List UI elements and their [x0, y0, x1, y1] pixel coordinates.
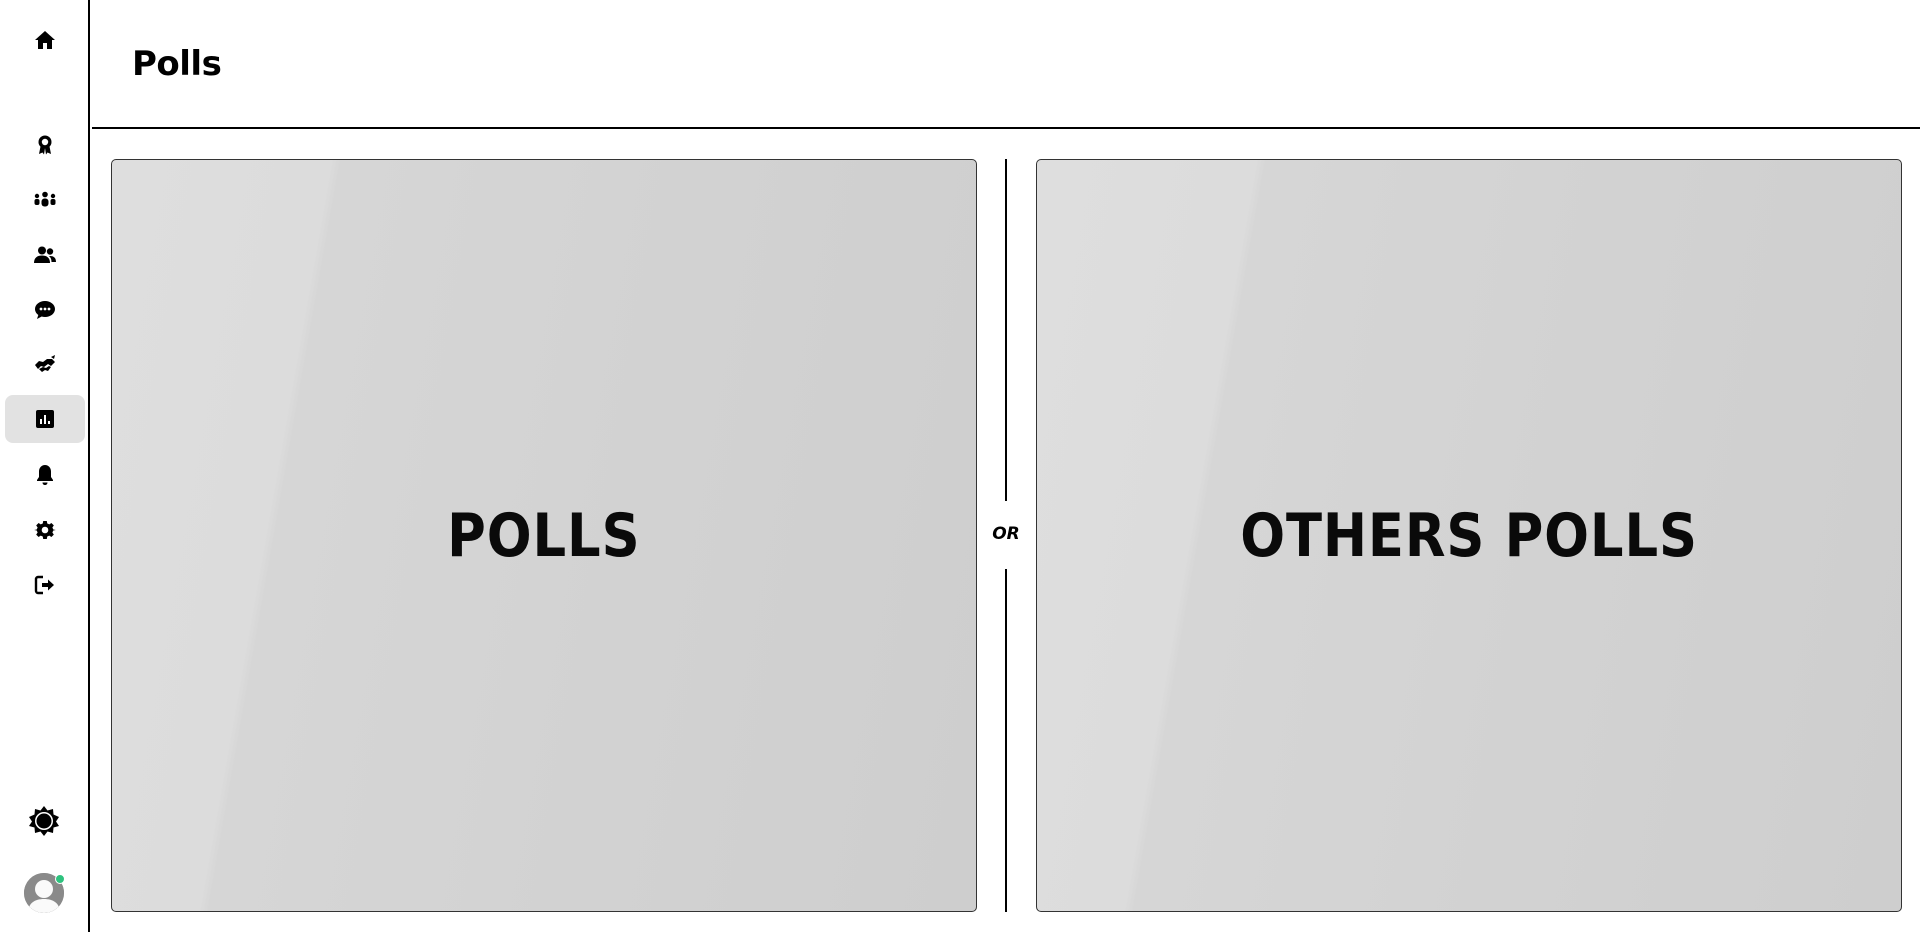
divider-line-top — [1005, 159, 1007, 501]
polls-card[interactable]: POLLS — [111, 159, 977, 912]
handshake-icon — [33, 353, 57, 377]
theme-toggle-button[interactable] — [27, 806, 61, 840]
page-header: Polls — [92, 0, 1920, 129]
or-divider-label: OR — [992, 524, 1020, 544]
poll-icon — [33, 407, 57, 431]
sidebar-item-badges[interactable] — [5, 121, 85, 169]
home-icon — [33, 28, 57, 52]
sidebar-item-home[interactable] — [5, 16, 85, 64]
chat-icon — [33, 298, 57, 322]
groups-icon — [33, 188, 57, 212]
logout-icon — [33, 573, 57, 597]
sidebar-item-groups[interactable] — [5, 176, 85, 224]
sidebar — [0, 0, 90, 932]
bell-icon — [33, 463, 57, 487]
others-polls-card[interactable]: OTHERS POLLS — [1036, 159, 1902, 912]
sidebar-item-polls[interactable] — [5, 395, 85, 443]
award-icon — [33, 133, 57, 157]
sun-icon — [28, 805, 60, 841]
divider-line-bottom — [1005, 569, 1007, 912]
others-polls-card-label: OTHERS POLLS — [1240, 500, 1698, 571]
users-icon — [33, 243, 57, 267]
sidebar-item-friends[interactable] — [5, 231, 85, 279]
sidebar-item-notifications[interactable] — [5, 451, 85, 499]
sidebar-item-messages[interactable] — [5, 286, 85, 334]
sidebar-item-settings[interactable] — [5, 506, 85, 554]
page-title: Polls — [132, 44, 222, 84]
sidebar-item-logout[interactable] — [5, 561, 85, 609]
polls-card-label: POLLS — [447, 500, 641, 571]
gear-icon — [33, 518, 57, 542]
sidebar-item-handshake[interactable] — [5, 341, 85, 389]
online-status-dot — [55, 874, 65, 884]
